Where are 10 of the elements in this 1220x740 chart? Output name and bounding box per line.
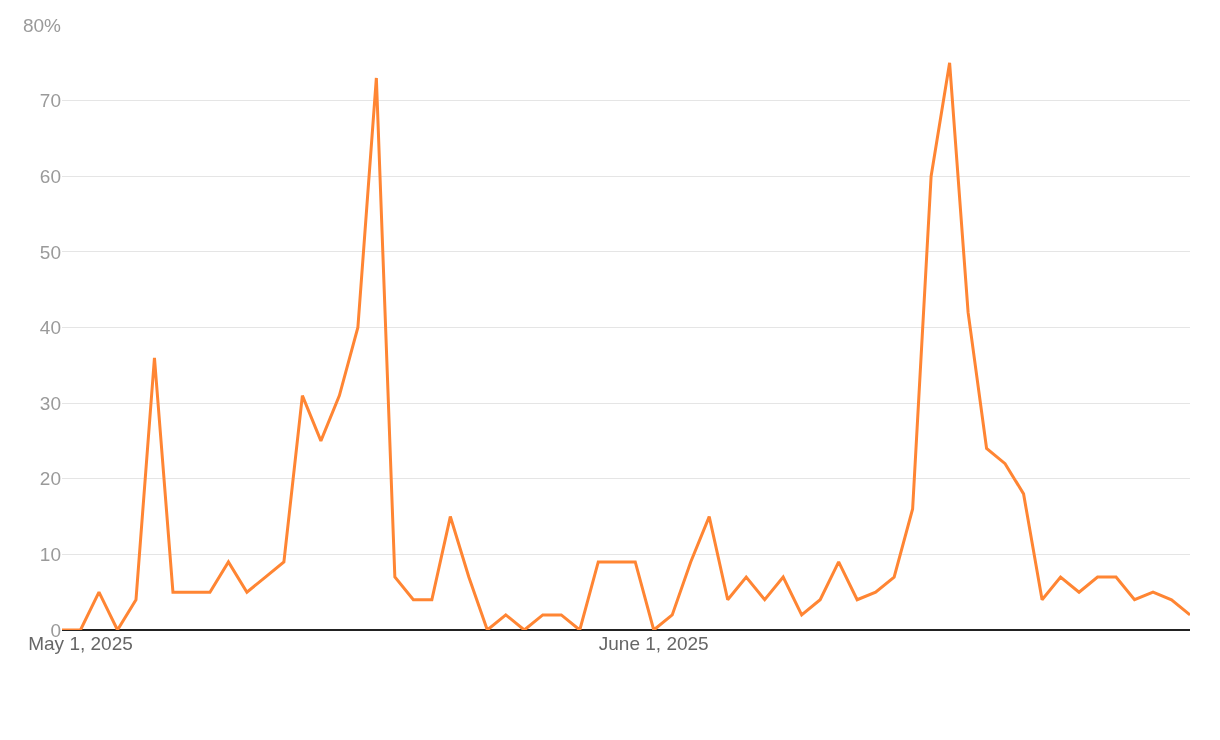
y-tick-label: 80% — [22, 14, 62, 36]
y-tick-label: 60 — [39, 165, 61, 187]
line-series — [62, 61, 1190, 630]
y-tick-label: 50 — [39, 241, 61, 263]
y-tick-label: 70 — [39, 90, 61, 112]
y-tick-label: 10 — [39, 544, 61, 566]
y-tick-label: 30 — [39, 392, 61, 414]
x-tick-label: June 1, 2025 — [598, 633, 709, 654]
y-tick-label: 40 — [39, 317, 61, 339]
y-tick-label: 20 — [39, 468, 61, 490]
